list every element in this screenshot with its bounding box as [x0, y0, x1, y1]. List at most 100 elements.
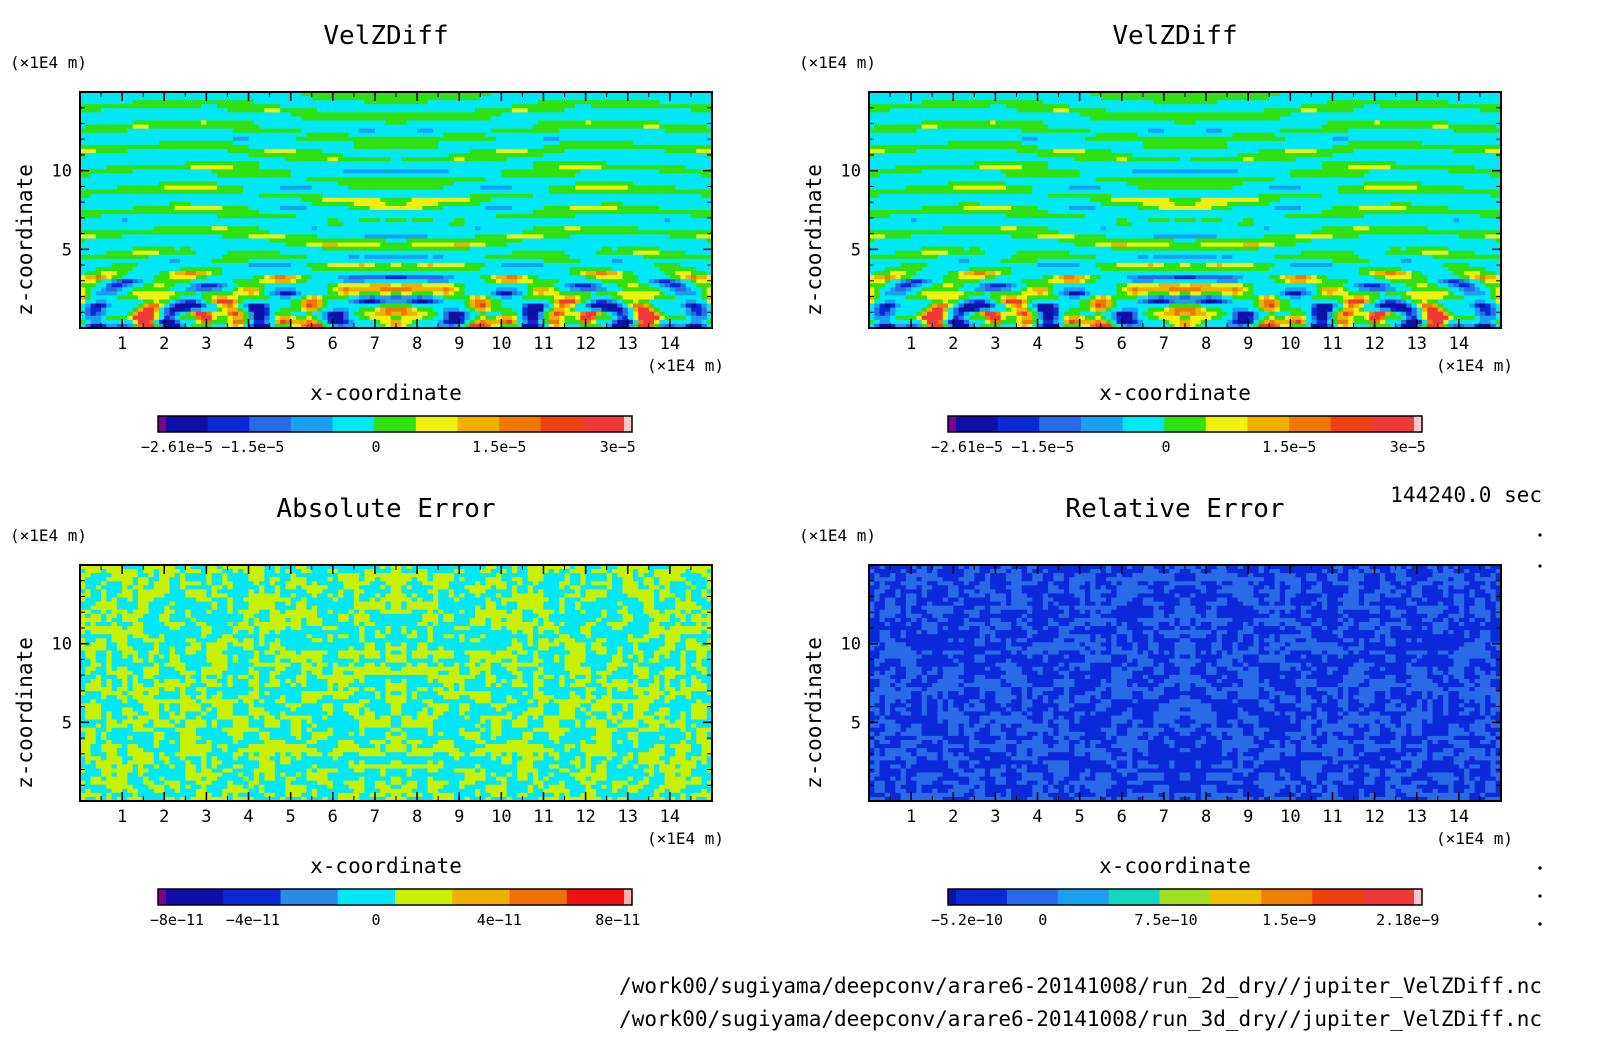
heatmap-cell — [701, 218, 707, 223]
heatmap-cell — [580, 108, 586, 113]
heatmap-cell — [691, 173, 697, 178]
heatmap-cell — [349, 129, 355, 134]
heatmap-cell — [612, 125, 618, 130]
heatmap-cell — [217, 153, 223, 158]
heatmap-cell — [364, 259, 370, 264]
heatmap-cell — [438, 133, 444, 138]
heatmap-cell — [385, 243, 391, 248]
heatmap-cell — [475, 238, 481, 243]
heatmap-cell — [470, 145, 476, 150]
heatmap-cell — [696, 96, 702, 101]
heatmap-cell — [512, 153, 518, 158]
heatmap-cell — [354, 116, 360, 121]
heatmap-cell — [464, 96, 470, 101]
heatmap-cell — [480, 218, 486, 223]
heatmap-cell — [491, 125, 497, 130]
heatmap-cell — [385, 186, 391, 191]
heatmap-cell — [112, 173, 118, 178]
heatmap-cell — [222, 206, 228, 211]
heatmap-cell — [280, 104, 286, 109]
heatmap-cell — [238, 120, 244, 125]
heatmap-cell — [449, 177, 455, 182]
heatmap-cell — [185, 157, 191, 162]
heatmap-cell — [333, 255, 339, 260]
heatmap-cell — [106, 133, 112, 138]
heatmap-cell — [328, 198, 334, 203]
heatmap-cell — [380, 161, 386, 166]
heatmap-cell — [475, 222, 481, 227]
heatmap-cell — [264, 194, 270, 199]
heatmap-cell — [570, 190, 576, 195]
heatmap-cell — [543, 161, 549, 166]
heatmap-cell — [185, 234, 191, 239]
heatmap-cell — [449, 222, 455, 227]
heatmap-cell — [301, 238, 307, 243]
heatmap-cell — [249, 243, 255, 248]
heatmap-cell — [170, 129, 176, 134]
heatmap-cell — [185, 120, 191, 125]
heatmap-cell — [133, 238, 139, 243]
heatmap-cell — [364, 218, 370, 223]
heatmap-cell — [291, 133, 297, 138]
heatmap-cell — [322, 173, 328, 178]
heatmap-cell — [591, 194, 597, 199]
heatmap-cell — [417, 243, 423, 248]
heatmap-cell — [417, 234, 423, 239]
heatmap-cell — [628, 108, 634, 113]
heatmap-cell — [422, 247, 428, 252]
heatmap-cell — [670, 182, 676, 187]
heatmap-cell — [659, 238, 665, 243]
heatmap-cell — [559, 125, 565, 130]
heatmap-cell — [644, 230, 650, 235]
heatmap-cell — [349, 161, 355, 166]
heatmap-cell — [407, 255, 413, 260]
heatmap-cell — [296, 247, 302, 252]
heatmap-cell — [364, 255, 370, 260]
heatmap-cell — [670, 104, 676, 109]
heatmap-cell — [254, 234, 260, 239]
heatmap-cell — [85, 243, 91, 248]
heatmap-cell — [185, 141, 191, 146]
heatmap-cell — [480, 149, 486, 154]
heatmap-cell — [370, 137, 376, 142]
heatmap-cell — [538, 165, 544, 170]
heatmap-cell — [385, 251, 391, 256]
heatmap-cell — [533, 137, 539, 142]
heatmap-cell — [438, 145, 444, 150]
heatmap-cell — [91, 186, 97, 191]
heatmap-cell — [175, 177, 181, 182]
heatmap-cell — [254, 153, 260, 158]
heatmap-cell — [143, 255, 149, 260]
heatmap-cell — [433, 108, 439, 113]
heatmap-cell — [196, 137, 202, 142]
heatmap-cell — [275, 104, 281, 109]
heatmap-cell — [407, 243, 413, 248]
heatmap-cell — [686, 120, 692, 125]
heatmap-cell — [538, 141, 544, 146]
heatmap-cell — [633, 133, 639, 138]
heatmap-cell — [201, 226, 207, 231]
heatmap-cell — [233, 153, 239, 158]
heatmap-cell — [191, 230, 197, 235]
heatmap-cell — [649, 194, 655, 199]
heatmap-cell — [254, 214, 260, 219]
heatmap-cell — [138, 206, 144, 211]
heatmap-cell — [480, 255, 486, 260]
heatmap-cell — [522, 194, 528, 199]
heatmap-cell — [343, 137, 349, 142]
heatmap-cell — [507, 112, 513, 117]
heatmap-cell — [91, 177, 97, 182]
heatmap-cell — [417, 177, 423, 182]
heatmap-cell — [259, 137, 265, 142]
heatmap-cell — [385, 182, 391, 187]
heatmap-cell — [133, 129, 139, 134]
heatmap-cell — [306, 259, 312, 264]
heatmap-cell — [328, 137, 334, 142]
heatmap-cell — [680, 169, 686, 174]
heatmap-cell — [270, 133, 276, 138]
heatmap-cell — [112, 234, 118, 239]
heatmap-cell — [185, 153, 191, 158]
heatmap-cell — [117, 141, 123, 146]
heatmap-cell — [649, 210, 655, 215]
heatmap-cell — [385, 149, 391, 154]
